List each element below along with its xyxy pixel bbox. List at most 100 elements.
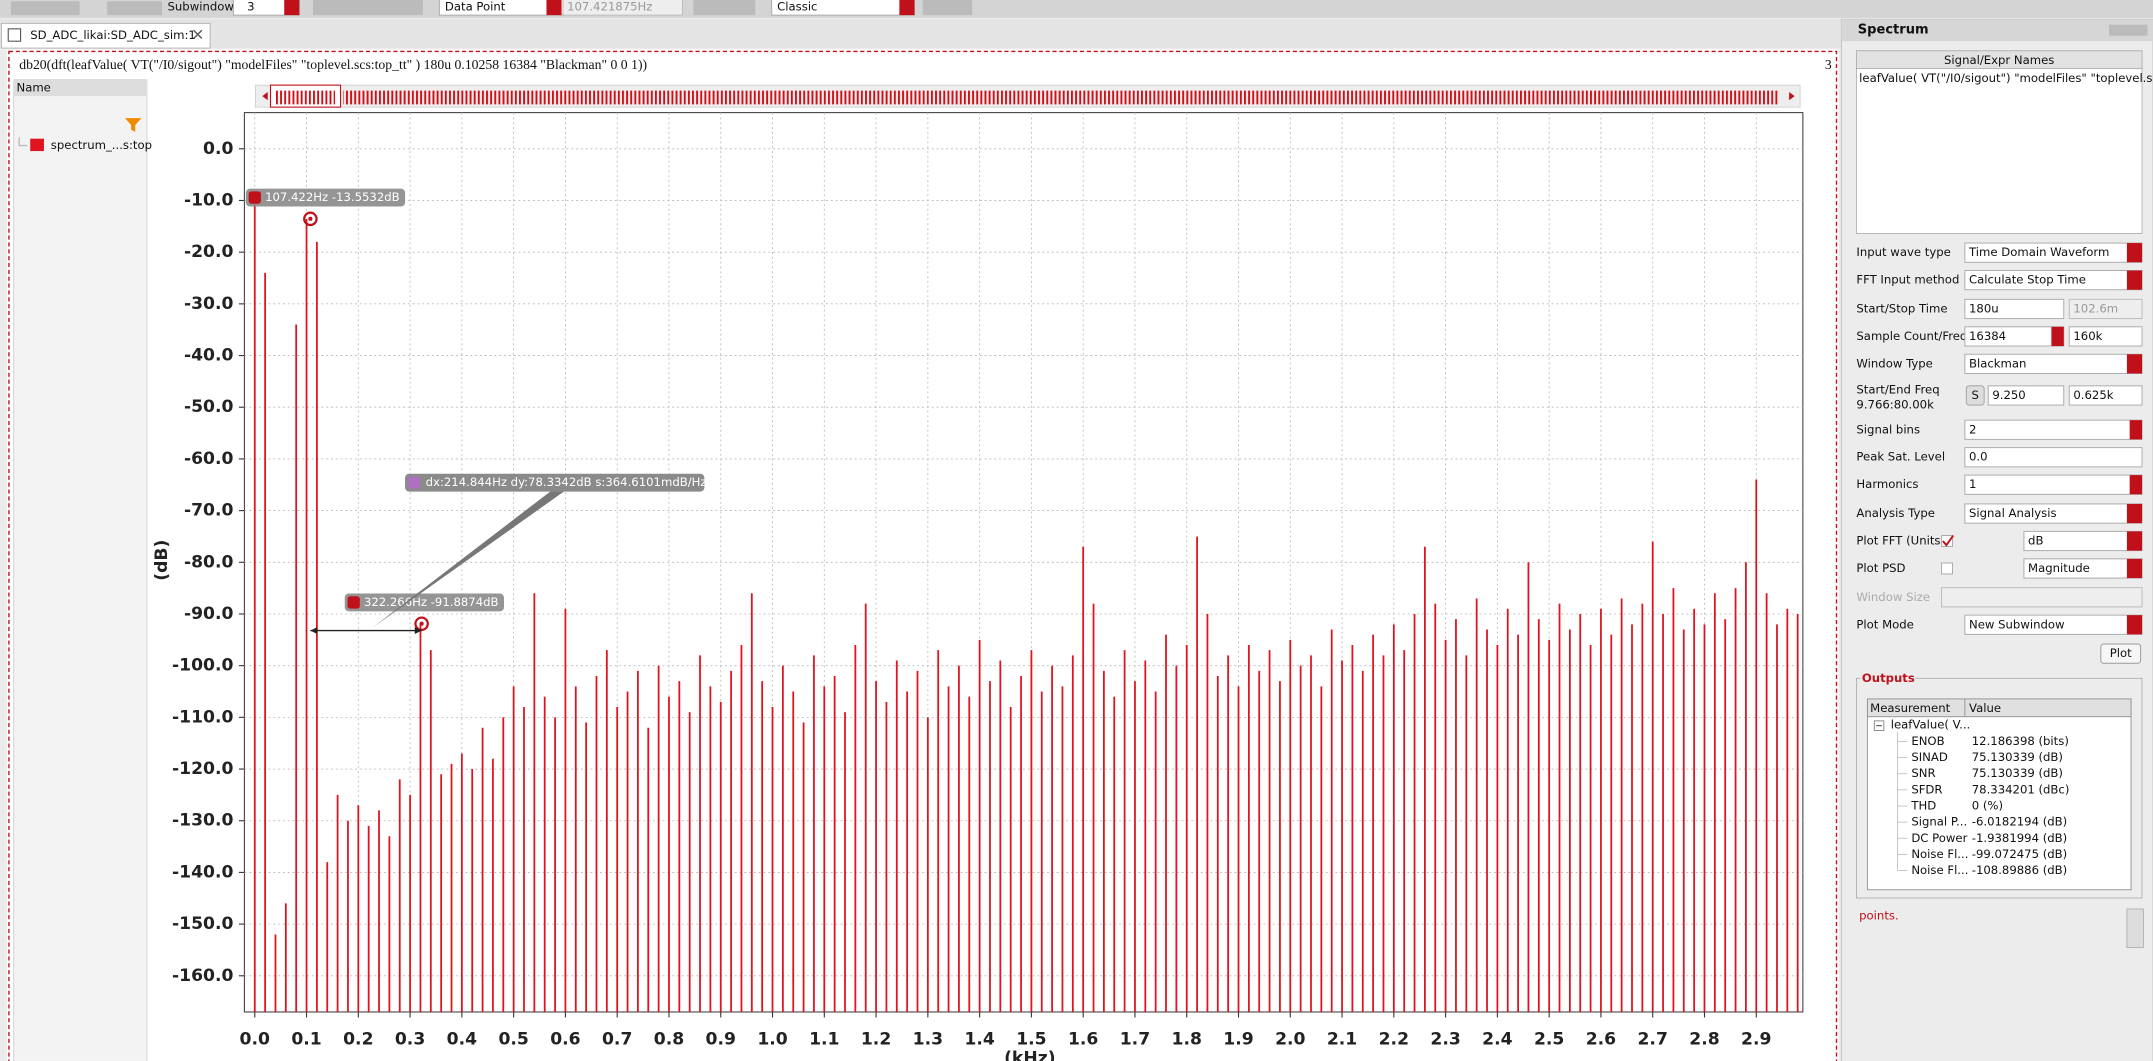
field-input-disabled bbox=[1941, 587, 2143, 608]
signal-expression[interactable]: leafValue( VT("/I0/sigout") "modelFiles"… bbox=[1859, 71, 2153, 85]
measurement-value: -108.89886 (dB) bbox=[1972, 863, 2067, 877]
measurement-value: 78.334201 (dBc) bbox=[1972, 782, 2070, 796]
marker-label: 322.266Hz -91.8874dB bbox=[364, 595, 499, 609]
overview-trace bbox=[343, 90, 1780, 105]
field-input[interactable] bbox=[2068, 326, 2143, 347]
trace-header-text: Name bbox=[16, 80, 50, 94]
x-tick-label: 1.3 bbox=[913, 1029, 943, 1049]
x-tick-label: 0.5 bbox=[498, 1029, 528, 1049]
field-input[interactable] bbox=[1964, 298, 2065, 320]
column-header: Measurement bbox=[1870, 701, 1950, 715]
dropdown-arrow bbox=[2126, 243, 2143, 263]
tree-line bbox=[18, 137, 28, 147]
field-button[interactable] bbox=[1965, 385, 1985, 406]
style-value: Classic bbox=[777, 0, 817, 13]
tab-title: SD_ADC_likai:SD_ADC_sim:1 bbox=[30, 28, 196, 42]
marker-dot bbox=[308, 216, 313, 221]
field-label: FFT Input method bbox=[1856, 273, 1959, 287]
tab-close[interactable] bbox=[193, 29, 203, 39]
x-tick-label: 0.6 bbox=[550, 1029, 580, 1049]
field-value: 0.625k bbox=[2073, 388, 2113, 402]
measurement-name: Signal P... bbox=[1911, 815, 1967, 829]
y-tick-label: -40.0 bbox=[184, 346, 234, 366]
x-tick-label: 0.9 bbox=[706, 1029, 736, 1049]
trace-panel bbox=[13, 79, 148, 1061]
field-label: Window Type bbox=[1856, 356, 1932, 370]
checkbox[interactable] bbox=[1941, 562, 1954, 575]
x-tick-label: 1.7 bbox=[1120, 1029, 1150, 1049]
toolbar-icons bbox=[107, 1, 163, 16]
y-tick-label: -20.0 bbox=[184, 242, 234, 262]
measurement-name: SNR bbox=[1911, 766, 1935, 780]
legend-entry[interactable]: spectrum_...s:top bbox=[51, 138, 152, 152]
y-tick-label: 0.0 bbox=[203, 139, 233, 159]
field-value: 102.6m bbox=[2073, 301, 2118, 315]
marker-point[interactable] bbox=[303, 211, 318, 227]
panel-buttons[interactable] bbox=[2109, 24, 2148, 36]
x-tick-label: 1.6 bbox=[1068, 1029, 1098, 1049]
x-tick-label: 0.7 bbox=[602, 1029, 632, 1049]
filter-icon[interactable] bbox=[124, 118, 142, 132]
field-value: New Subwindow bbox=[1969, 617, 2065, 631]
field-value: Calculate Stop Time bbox=[1969, 273, 2086, 287]
spinner bbox=[2051, 326, 2064, 347]
field-value: 180u bbox=[1969, 301, 1999, 315]
field-input[interactable] bbox=[1964, 474, 2143, 495]
y-tick-label: -100.0 bbox=[172, 656, 233, 676]
x-tick-label: 1.5 bbox=[1016, 1029, 1046, 1049]
measurement-name: THD bbox=[1910, 799, 1936, 813]
x-tick-label: 2.4 bbox=[1482, 1029, 1512, 1049]
subwindow-number: 3 bbox=[1825, 57, 1832, 72]
status-scroll[interactable] bbox=[2126, 908, 2144, 948]
plot-button-label: Plot bbox=[2110, 646, 2132, 660]
outputs-table bbox=[1866, 698, 2132, 891]
checkbox[interactable] bbox=[1941, 535, 1954, 547]
x-tick-label: 2.5 bbox=[1534, 1029, 1564, 1049]
field-input[interactable] bbox=[2068, 385, 2143, 406]
subwindow-value: 3 bbox=[247, 0, 254, 13]
field-value: 16384 bbox=[1969, 329, 2006, 343]
tab[interactable] bbox=[0, 22, 211, 49]
x-tick-label: 2.8 bbox=[1689, 1029, 1719, 1049]
outputs-title: Outputs bbox=[1862, 671, 1915, 685]
field-value: 160k bbox=[2073, 329, 2102, 343]
field-label: Analysis Type bbox=[1856, 506, 1935, 520]
expression: db20(dft(leafValue( VT("/I0/sigout") "mo… bbox=[19, 57, 647, 73]
delta-label-box bbox=[405, 473, 705, 492]
x-tick-label: 2.6 bbox=[1586, 1029, 1616, 1049]
field-value: dB bbox=[2028, 534, 2043, 548]
field-label: Window Size bbox=[1856, 590, 1930, 604]
scroll-thumb-trace bbox=[274, 90, 336, 105]
toolbar-icons bbox=[313, 0, 423, 16]
x-tick-label: 1.1 bbox=[809, 1029, 839, 1049]
x-tick-label: 2.2 bbox=[1379, 1029, 1409, 1049]
outputs-header bbox=[1866, 698, 2132, 718]
y-tick-label: -150.0 bbox=[172, 914, 233, 934]
panel-titlebar bbox=[1841, 19, 2153, 42]
field-input[interactable] bbox=[1987, 385, 2065, 406]
x-tick-label: 2.0 bbox=[1275, 1029, 1305, 1049]
spinner bbox=[2129, 475, 2143, 495]
dropdown-arrow bbox=[2126, 531, 2143, 551]
plot-button[interactable] bbox=[2100, 643, 2142, 664]
y-tick-label: -70.0 bbox=[184, 501, 234, 521]
signal-list-header-text: Signal/Expr Names bbox=[1944, 53, 2054, 67]
field-button-label: S bbox=[1971, 388, 1978, 402]
field-input[interactable] bbox=[1964, 419, 2143, 440]
checkmark bbox=[1942, 534, 1954, 547]
y-tick-label: -30.0 bbox=[184, 294, 234, 314]
dropdown-arrow bbox=[2126, 558, 2143, 579]
y-tick-label: -10.0 bbox=[184, 190, 234, 210]
field-value: Blackman bbox=[1969, 356, 2026, 370]
field-label: Sample Count/Freq bbox=[1856, 329, 1967, 343]
measurement-value: 0 (%) bbox=[1972, 799, 2003, 813]
y-tick-label: -50.0 bbox=[184, 397, 234, 417]
dropdown-arrow bbox=[899, 0, 915, 16]
y-tick-label: -80.0 bbox=[184, 552, 234, 572]
subwindow-border bbox=[8, 50, 1838, 1061]
field-value: Magnitude bbox=[2028, 561, 2090, 575]
field-input[interactable] bbox=[1964, 447, 2143, 468]
y-axis-label: (dB) bbox=[152, 540, 172, 581]
x-tick-label: 1.4 bbox=[964, 1029, 994, 1049]
y-tick-label: -130.0 bbox=[172, 811, 233, 831]
